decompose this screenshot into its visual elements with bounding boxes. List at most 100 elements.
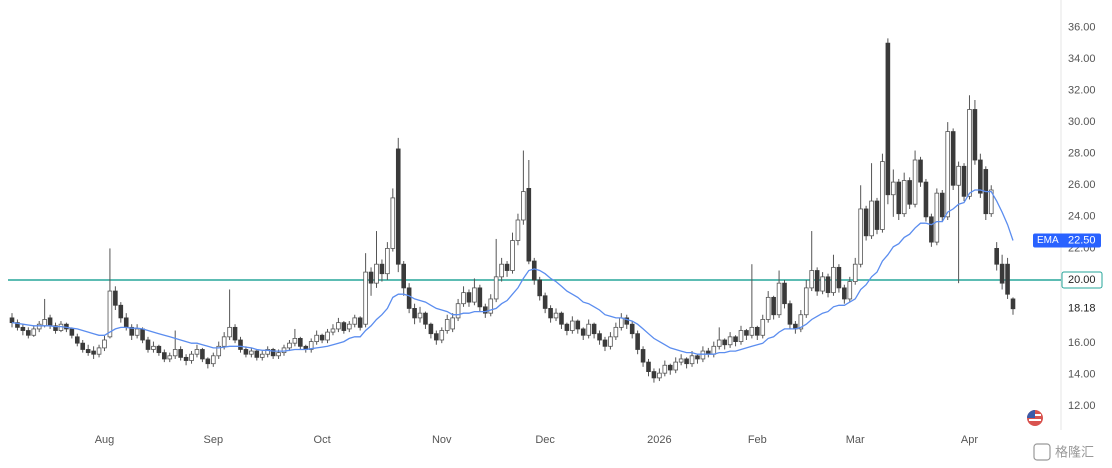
- candle-body: [308, 341, 314, 350]
- y-tick-label: 34.00: [1068, 53, 1096, 65]
- x-tick-label: Oct: [314, 434, 331, 446]
- candle-body: [929, 216, 934, 243]
- x-tick-label: Sep: [203, 434, 223, 446]
- x-tick-label: Feb: [748, 434, 767, 446]
- candle-body: [662, 364, 668, 374]
- candle-body: [504, 263, 510, 271]
- candle-body: [678, 358, 684, 363]
- candle-body: [880, 161, 885, 230]
- candle-body: [651, 371, 657, 379]
- candle-body: [765, 296, 771, 320]
- candle-body: [96, 347, 102, 355]
- flag-icon: [1027, 410, 1043, 426]
- candle-body: [1005, 263, 1010, 295]
- candle-body: [42, 319, 47, 327]
- candle-body: [722, 339, 727, 346]
- level-badge: [1061, 271, 1103, 289]
- x-tick-label: Mar: [846, 434, 865, 446]
- candle-body: [15, 322, 20, 328]
- candle-body: [205, 358, 211, 365]
- candle-body: [863, 208, 869, 237]
- candle-body: [521, 191, 526, 221]
- candle-body: [629, 323, 635, 335]
- candle-body: [613, 326, 619, 338]
- candle-body: [395, 148, 401, 265]
- candle-body: [537, 279, 543, 297]
- y-tick-label: 36.00: [1068, 21, 1096, 33]
- candle-body: [771, 296, 776, 316]
- candle-body: [390, 197, 396, 249]
- candle-body: [619, 317, 624, 328]
- candle-body: [564, 323, 570, 331]
- candle-body: [412, 308, 417, 319]
- candle-body: [667, 364, 673, 371]
- candle-body: [385, 248, 390, 275]
- candle-body: [249, 350, 254, 355]
- candle-body: [553, 312, 559, 319]
- candle-body: [684, 358, 689, 365]
- candle-body: [352, 317, 358, 325]
- ema-badge: [1033, 233, 1101, 248]
- candle-body: [85, 349, 91, 354]
- candle-body: [292, 338, 298, 344]
- candle-body: [287, 342, 292, 349]
- candle-body: [602, 339, 608, 347]
- candle-body: [36, 323, 42, 330]
- candle-body: [961, 165, 967, 197]
- candle-body: [434, 333, 439, 341]
- candle-body: [635, 333, 640, 350]
- candle-body: [178, 349, 183, 358]
- candle-body: [782, 282, 787, 305]
- candle-body: [972, 109, 978, 161]
- candle-body: [172, 349, 178, 357]
- candle-body: [831, 266, 836, 294]
- candle-body: [406, 287, 412, 309]
- candle-body: [363, 271, 368, 325]
- candle-body: [510, 240, 515, 271]
- candle-body: [151, 345, 156, 350]
- candle-body: [994, 248, 999, 265]
- candle-body: [129, 326, 134, 336]
- candle-body: [591, 323, 597, 335]
- x-tick-label: Nov: [432, 434, 452, 446]
- candle-body: [657, 372, 662, 379]
- candle-body: [967, 109, 972, 197]
- y-tick-label: 28.00: [1068, 148, 1096, 160]
- candle-body: [461, 292, 466, 305]
- candle-body: [346, 323, 352, 330]
- candle-body: [357, 317, 363, 328]
- candle-body: [901, 180, 907, 215]
- candle-body: [401, 263, 406, 289]
- ema-badge-name: EMA: [1037, 235, 1059, 246]
- candle-body: [760, 319, 766, 336]
- candle-body: [869, 200, 874, 237]
- candle-body: [472, 287, 477, 303]
- candle-body: [26, 330, 31, 336]
- candle-body: [31, 328, 37, 336]
- candle-body: [221, 336, 227, 347]
- candle-body: [336, 322, 341, 330]
- candle-body: [379, 263, 385, 275]
- candle-body: [47, 317, 53, 327]
- candle-body: [74, 336, 80, 344]
- y-tick-label: 14.00: [1068, 369, 1096, 381]
- candle-body: [488, 298, 494, 314]
- watermark-logo: [1033, 443, 1051, 461]
- candle-body: [820, 276, 825, 292]
- candle-body: [896, 181, 902, 215]
- candle-body: [162, 352, 167, 360]
- candle-body: [455, 303, 461, 319]
- candle-body: [368, 271, 374, 284]
- candle-body: [608, 336, 613, 347]
- y-tick-label: 16.00: [1068, 337, 1096, 349]
- candle-body: [858, 208, 863, 265]
- candle-body: [113, 290, 118, 306]
- candle-body: [319, 334, 325, 341]
- candle-body: [825, 276, 831, 294]
- candle-body: [836, 266, 842, 289]
- candle-body: [276, 352, 281, 357]
- candle-body: [156, 345, 162, 354]
- candle-body: [570, 320, 575, 331]
- candle-body: [325, 331, 330, 341]
